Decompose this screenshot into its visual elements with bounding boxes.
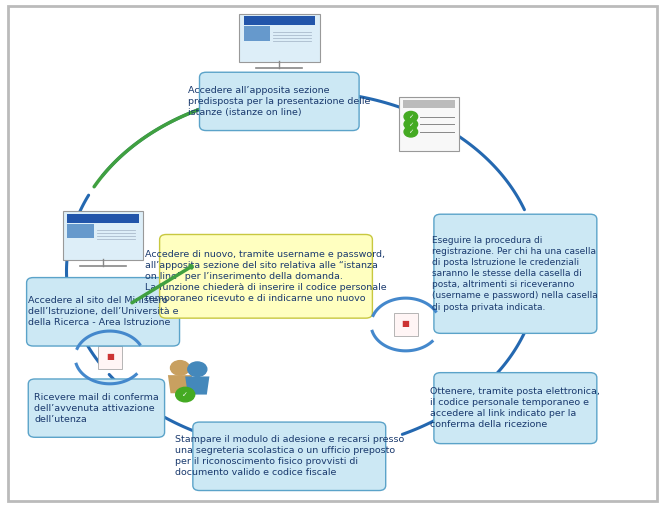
Text: Ricevere mail di conferma
dell’avvenuta attivazione
dell’utenza: Ricevere mail di conferma dell’avvenuta … (34, 392, 159, 424)
FancyBboxPatch shape (27, 278, 180, 346)
Text: ■: ■ (106, 352, 114, 360)
FancyBboxPatch shape (200, 72, 359, 130)
Text: Stampare il modulo di adesione e recarsi presso
una segreteria scolastica o un u: Stampare il modulo di adesione e recarsi… (175, 435, 404, 478)
Text: Eseguire la procedura di
registrazione. Per chi ha una casella
di posta Istruzio: Eseguire la procedura di registrazione. … (432, 236, 598, 312)
FancyBboxPatch shape (243, 26, 271, 41)
FancyBboxPatch shape (63, 211, 144, 260)
Circle shape (188, 362, 207, 376)
Text: ✓: ✓ (408, 129, 414, 134)
Text: ✓: ✓ (408, 114, 414, 119)
Circle shape (176, 387, 195, 402)
Polygon shape (168, 375, 192, 393)
Text: ✓: ✓ (182, 391, 188, 397)
Text: ■: ■ (402, 319, 410, 328)
Circle shape (404, 127, 418, 137)
FancyBboxPatch shape (434, 214, 597, 334)
Circle shape (170, 360, 190, 375)
FancyBboxPatch shape (243, 16, 315, 25)
FancyBboxPatch shape (98, 346, 122, 369)
FancyBboxPatch shape (8, 6, 657, 501)
FancyBboxPatch shape (68, 224, 94, 238)
FancyBboxPatch shape (239, 14, 319, 62)
FancyBboxPatch shape (193, 422, 386, 491)
FancyBboxPatch shape (68, 214, 139, 223)
FancyBboxPatch shape (160, 235, 372, 318)
Polygon shape (185, 376, 209, 394)
Circle shape (404, 119, 418, 129)
Text: Accedere al sito del Ministero
dell’Istruzione, dell’Università e
della Ricerca : Accedere al sito del Ministero dell’Istr… (28, 296, 178, 328)
Text: ✓: ✓ (408, 122, 414, 127)
FancyBboxPatch shape (399, 97, 459, 151)
Text: Accedere di nuovo, tramite username e password,
all’apposita sezione del sito re: Accedere di nuovo, tramite username e pa… (145, 249, 387, 303)
FancyBboxPatch shape (28, 379, 164, 437)
FancyBboxPatch shape (403, 100, 455, 108)
FancyBboxPatch shape (394, 313, 418, 336)
Text: Accedere all’apposita sezione
predisposta per la presentazione delle
istanze (is: Accedere all’apposita sezione predispost… (188, 86, 370, 117)
Circle shape (404, 112, 418, 122)
FancyBboxPatch shape (434, 373, 597, 444)
Text: Ottenere, tramite posta elettronica,
il codice personale temporaneo e
accedere a: Ottenere, tramite posta elettronica, il … (430, 387, 600, 429)
